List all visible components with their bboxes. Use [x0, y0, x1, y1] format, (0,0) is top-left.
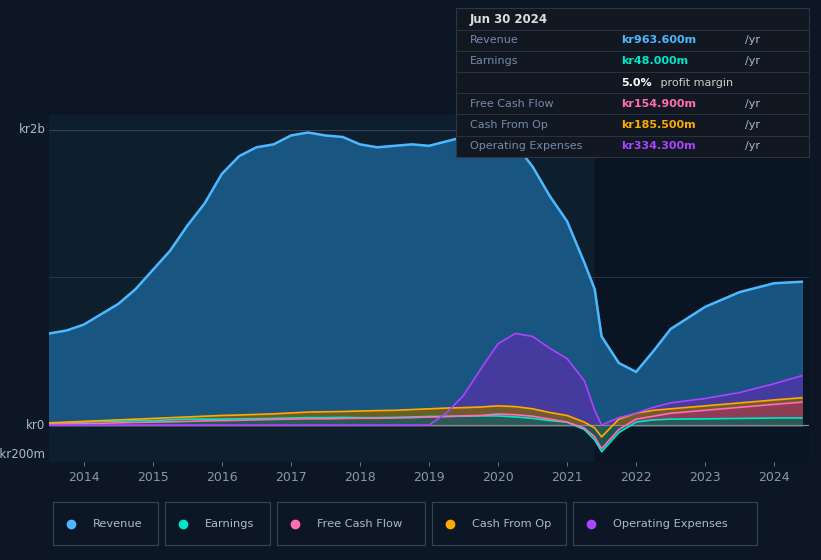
Text: /yr: /yr: [745, 141, 760, 151]
Text: Free Cash Flow: Free Cash Flow: [470, 99, 553, 109]
Text: kr48.000m: kr48.000m: [621, 57, 689, 67]
Text: Operating Expenses: Operating Expenses: [612, 519, 727, 529]
Text: Earnings: Earnings: [204, 519, 254, 529]
Text: /yr: /yr: [745, 35, 760, 45]
Text: /yr: /yr: [745, 99, 760, 109]
Text: kr334.300m: kr334.300m: [621, 141, 696, 151]
Text: kr185.500m: kr185.500m: [621, 120, 696, 130]
Text: kr2b: kr2b: [19, 123, 45, 136]
Text: /yr: /yr: [745, 120, 760, 130]
Text: Cash From Op: Cash From Op: [470, 120, 548, 130]
Text: Revenue: Revenue: [93, 519, 142, 529]
Text: /yr: /yr: [745, 57, 760, 67]
Text: Cash From Op: Cash From Op: [472, 519, 551, 529]
Text: kr154.900m: kr154.900m: [621, 99, 696, 109]
Text: kr963.600m: kr963.600m: [621, 35, 697, 45]
Text: kr0: kr0: [26, 418, 45, 432]
Text: -kr200m: -kr200m: [0, 448, 45, 461]
Text: Earnings: Earnings: [470, 57, 518, 67]
Text: Operating Expenses: Operating Expenses: [470, 141, 582, 151]
Text: Jun 30 2024: Jun 30 2024: [470, 12, 548, 26]
Text: Free Cash Flow: Free Cash Flow: [317, 519, 401, 529]
Text: profit margin: profit margin: [657, 78, 733, 87]
Bar: [594, 115, 809, 462]
Text: 5.0%: 5.0%: [621, 78, 652, 87]
Text: Revenue: Revenue: [470, 35, 519, 45]
